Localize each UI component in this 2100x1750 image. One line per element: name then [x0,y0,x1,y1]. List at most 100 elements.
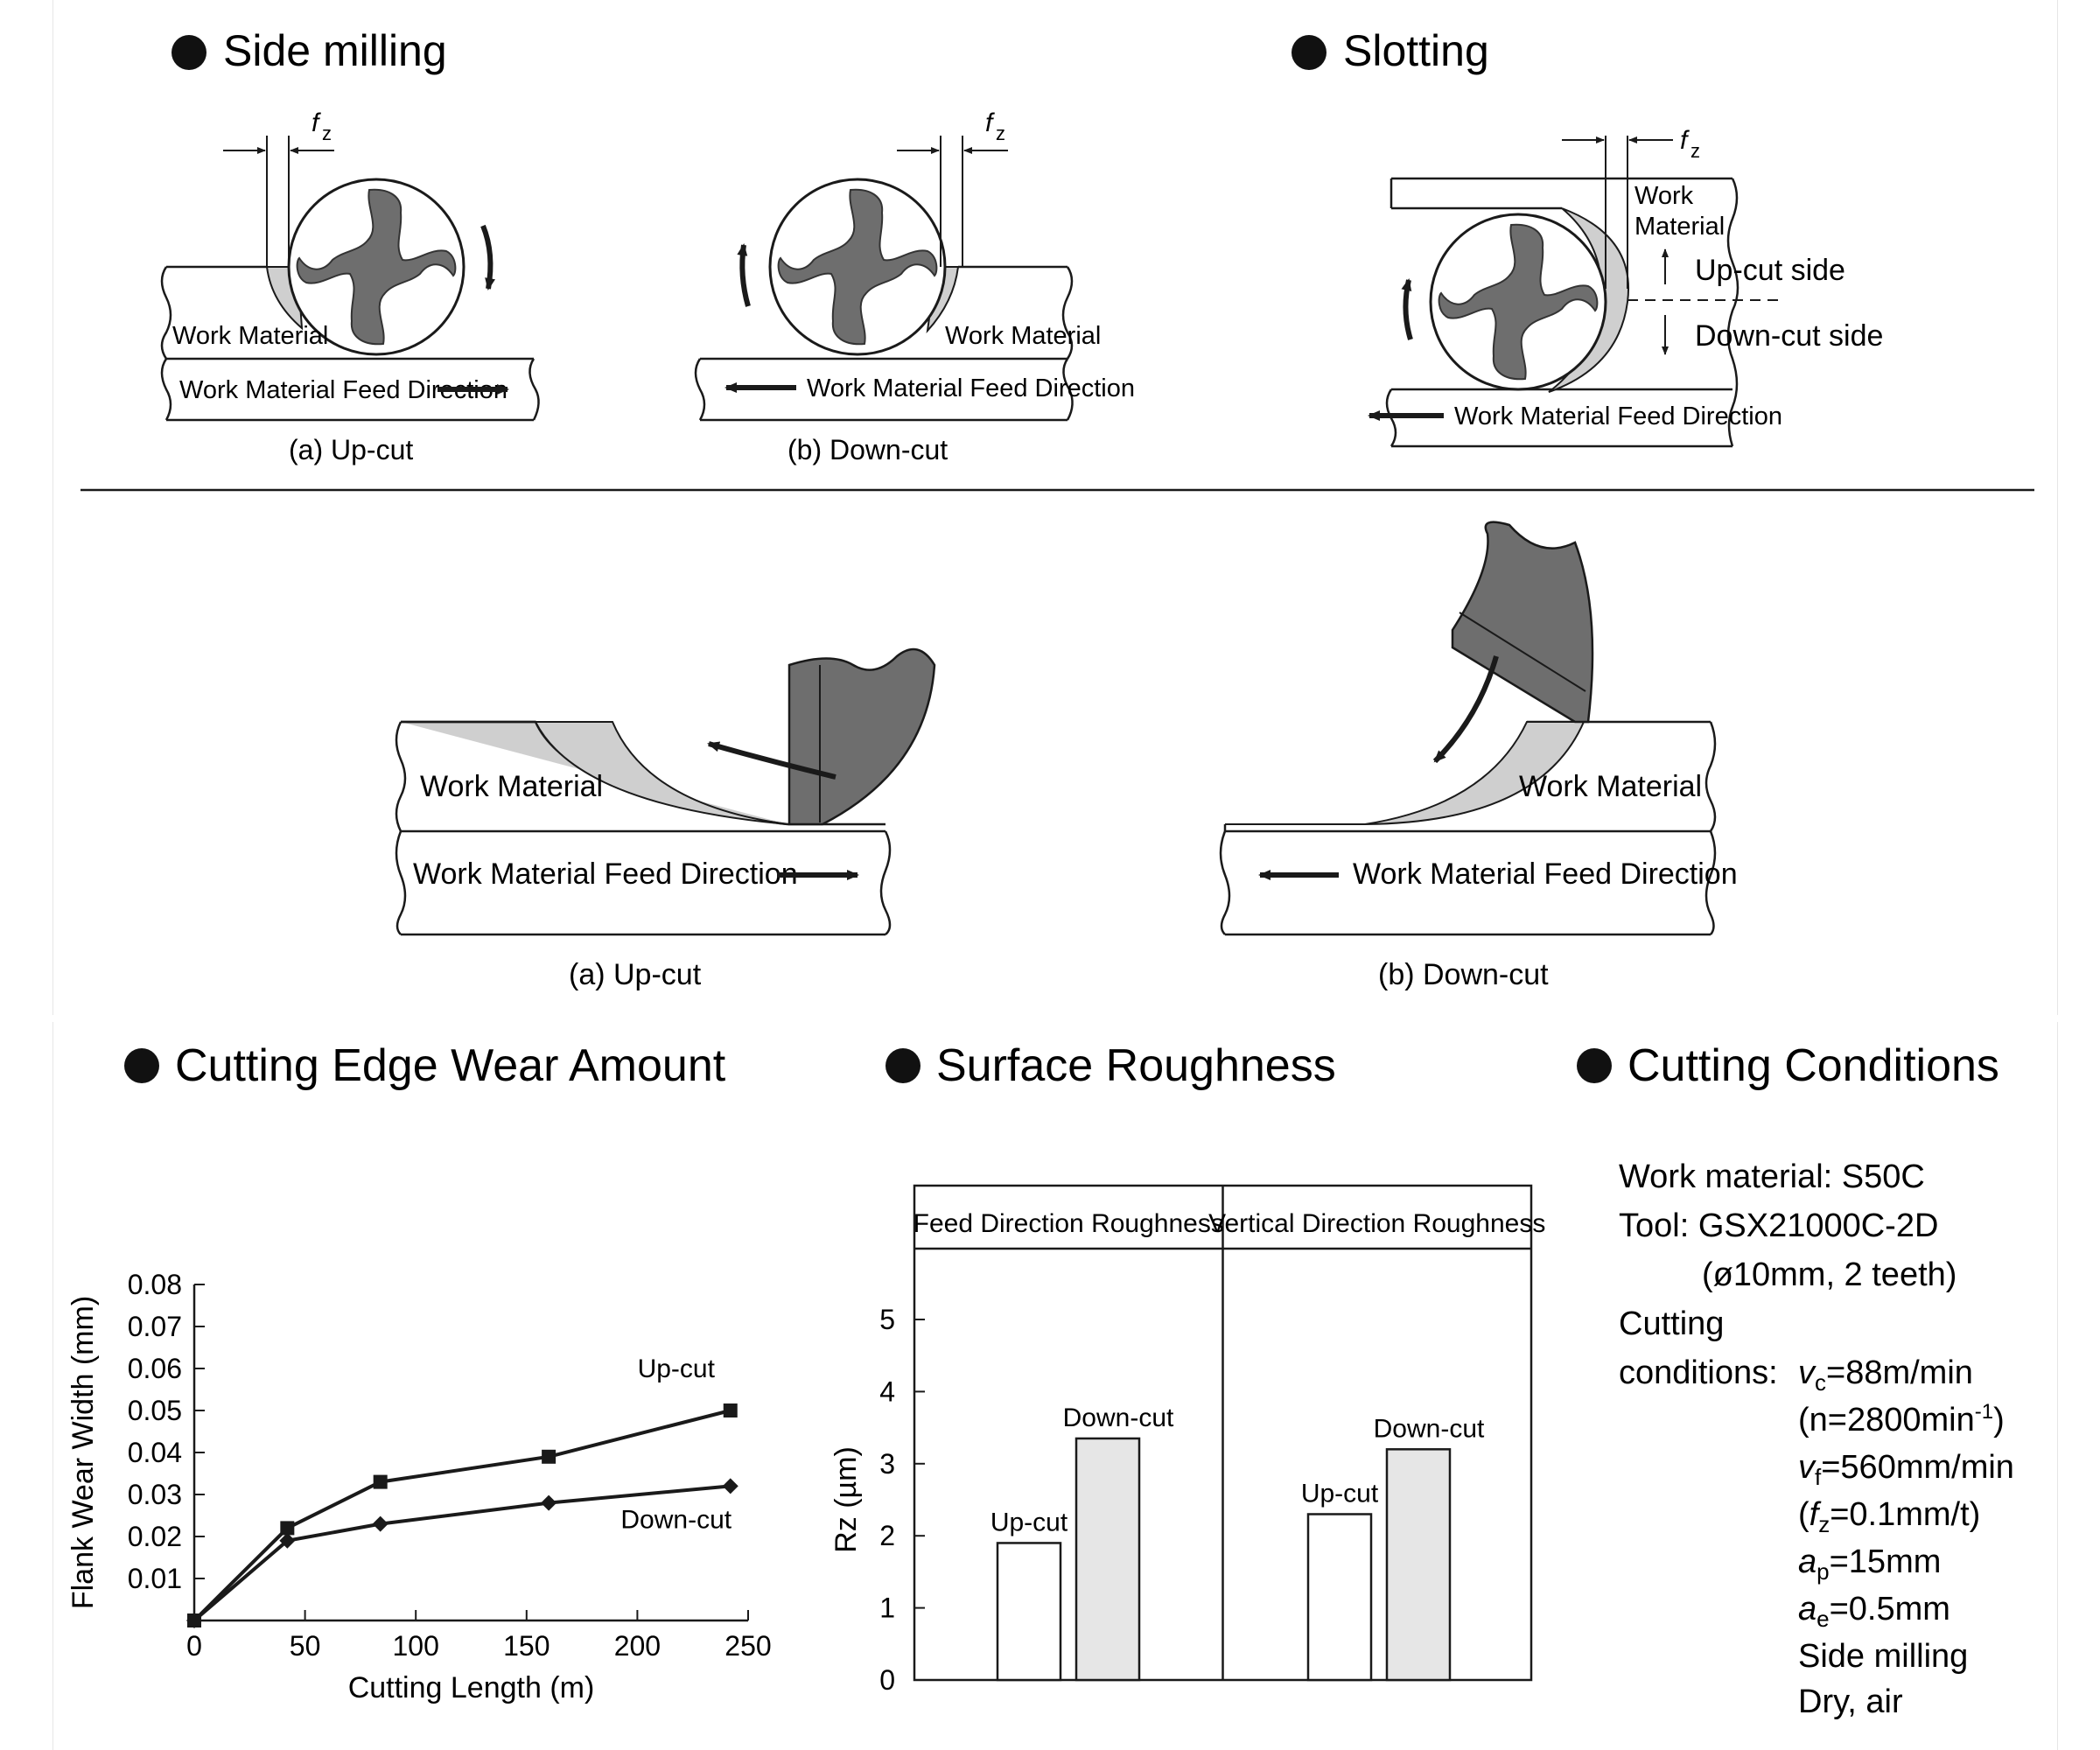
bar-label: Up-cut [990,1508,1068,1536]
data-point [723,1404,738,1418]
caption-upcut: (a) Up-cut [289,434,413,466]
data-point [279,1532,296,1549]
cutting-conditions: Work material: S50C Tool: GSX21000C-2D (… [1619,1158,2014,1720]
conditions-label: conditions: [1619,1354,1778,1391]
fz-subscript: z [996,122,1005,144]
y-axis-label: Flank Wear Width (mm) [66,1296,100,1609]
caption-downcut: (b) Down-cut [1378,958,1549,991]
y-tick-label: 0 [879,1664,895,1696]
cutting-label: Cutting [1619,1306,1724,1342]
fz-label: f [985,108,995,137]
chip-detail-upcut: Work Material Work Material Feed Directi… [395,648,936,991]
series-label: Up-cut [638,1354,716,1383]
group-header: Vertical Direction Roughness [1208,1209,1545,1238]
group-header: Feed Direction Roughness [914,1209,1224,1238]
y-tick-label: 0.03 [128,1479,182,1510]
chip-detail-downcut: Work Material Work Material Feed Directi… [1219,521,1738,991]
data-point [722,1478,738,1494]
top-panel [52,0,2058,1015]
series-label: Down-cut [620,1505,732,1534]
fz-label: f [1680,126,1690,155]
bar [1385,1448,1452,1682]
work-material-label: Work Material [945,322,1101,350]
bar-label: Down-cut [1063,1404,1174,1432]
slotting-diagram: f z Work Material Up-cut side Down-cut s… [1368,126,1883,448]
work-material-line: Work material: S50C [1619,1158,1925,1195]
data-point [186,1613,202,1628]
x-tick-label: 0 [186,1630,202,1662]
fz-subscript: z [322,122,332,144]
y-tick-label: 3 [879,1448,895,1480]
bar-label: Up-cut [1301,1479,1379,1508]
fz-subscript: z [1690,140,1700,162]
x-tick-label: 50 [290,1630,321,1662]
vc-line: vc=88m/min [1798,1354,1973,1396]
feed-direction-label: Work Material Feed Direction [807,374,1135,402]
work-material-label: Work Material [420,770,603,803]
roughness-title: Surface Roughness [936,1040,1336,1091]
y-tick-label: 0.05 [128,1395,182,1426]
bullet-icon [1292,35,1326,70]
bullet-icon [1577,1048,1612,1083]
caption-upcut: (a) Up-cut [569,958,702,991]
wear-chart: 0.01 0.02 0.03 0.04 0.05 0.06 0.07 0.08 0 50 100 15… [66,1269,772,1704]
feed-direction-label: Work Material Feed Direction [1454,402,1782,430]
caption-downcut: (b) Down-cut [788,434,948,466]
coolant-line: Dry, air [1798,1684,1903,1720]
data-point [541,1494,557,1511]
side-milling-title: Side milling [223,26,447,75]
rotation-arrow-icon [737,243,751,307]
bullet-icon [886,1048,920,1083]
bar [996,1542,1062,1682]
data-point [280,1521,295,1536]
bar [1074,1437,1141,1682]
vf-line: vf=560mm/min [1798,1449,2014,1490]
x-tick-label: 100 [393,1630,439,1662]
n-line: (n=2800min-1) [1798,1400,2005,1438]
x-tick-label: 150 [503,1630,550,1662]
x-tick-label: 250 [724,1630,771,1662]
wear-title: Cutting Edge Wear Amount [175,1040,726,1091]
side-milling-downcut-diagram: f z Work Material Work Material Feed Dir… [694,108,1135,466]
y-tick-label: 0.06 [128,1353,182,1384]
chip-flow-arrow-icon [707,741,836,780]
y-tick-label: 5 [879,1304,895,1335]
y-tick-label: 0.07 [128,1311,182,1342]
y-tick-label: 0.01 [128,1563,182,1594]
y-tick-label: 0.08 [128,1269,182,1300]
y-tick-label: 0.04 [128,1437,182,1468]
tool-detail-line: (ø10mm, 2 teeth) [1702,1256,1956,1293]
y-tick-label: 0.02 [128,1521,182,1552]
x-axis-label: Cutting Length (m) [348,1671,595,1704]
conditions-title: Cutting Conditions [1628,1040,1999,1091]
data-point [372,1516,388,1532]
bar [1306,1513,1373,1682]
data-point [542,1449,556,1464]
bullet-icon [172,35,206,70]
work-material-label: Material [1634,213,1725,241]
feed-direction-label: Work Material Feed Direction [413,858,798,891]
work-material-label: Work Material [1519,770,1702,803]
fz-line: (fz=0.1mm/t) [1798,1496,1980,1537]
up-cut-side-label: Up-cut side [1695,254,1845,287]
rotation-arrow-icon [480,224,495,290]
bar-label: Down-cut [1374,1414,1485,1443]
tool-line: Tool: GSX21000C-2D [1619,1208,1938,1244]
work-material-label: Work Material [172,322,328,350]
x-tick-label: 200 [614,1630,661,1662]
rotation-arrow-icon [1401,278,1413,340]
bullet-icon [124,1048,159,1083]
y-tick-label: 2 [879,1520,895,1551]
chip-flow-arrow-icon [1432,655,1499,764]
down-cut-side-label: Down-cut side [1695,319,1883,353]
ap-line: ap=15mm [1798,1544,1941,1585]
mode-line: Side milling [1798,1638,1968,1675]
slotting-title: Slotting [1343,26,1489,75]
side-milling-upcut-diagram: f z Work Material Work Material Feed Dir… [160,108,540,466]
feed-direction-label: Work Material Feed Direction [1353,858,1738,891]
y-axis-label: Rz (µm) [830,1446,863,1553]
y-tick-label: 4 [879,1376,895,1407]
